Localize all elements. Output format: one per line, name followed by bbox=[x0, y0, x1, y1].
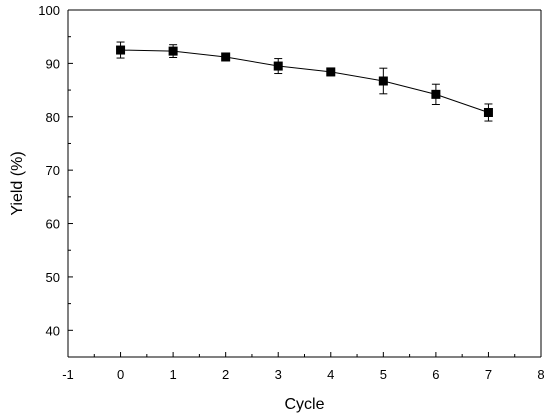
x-tick-label: 1 bbox=[169, 367, 176, 382]
data-point bbox=[168, 46, 178, 56]
x-tick-label: -1 bbox=[62, 367, 74, 382]
x-ticks: -1 0 1 2 3 4 5 6 7 8 bbox=[62, 352, 545, 382]
x-axis-title: Cycle bbox=[284, 396, 324, 413]
x-tick-label: 5 bbox=[380, 367, 387, 382]
y-tick-label: 90 bbox=[46, 56, 60, 71]
x-tick-label: 7 bbox=[485, 367, 492, 382]
x-tick-label: 8 bbox=[537, 367, 544, 382]
y-tick-label: 50 bbox=[46, 270, 60, 285]
y-tick-label: 80 bbox=[46, 110, 60, 125]
data-point bbox=[326, 67, 336, 77]
data-point bbox=[116, 45, 126, 55]
plot-area bbox=[116, 41, 493, 122]
x-tick-label: 4 bbox=[327, 367, 334, 382]
y-tick-label: 60 bbox=[46, 217, 60, 232]
y-ticks: 40 50 60 70 80 90 100 bbox=[38, 3, 73, 358]
data-point bbox=[273, 61, 283, 71]
y-axis-title: Yield (%) bbox=[9, 151, 26, 215]
x-tick-label: 2 bbox=[222, 367, 229, 382]
x-tick-label: 3 bbox=[275, 367, 282, 382]
axes bbox=[67, 9, 542, 358]
series-line bbox=[120, 49, 489, 113]
data-point bbox=[483, 107, 493, 117]
x-tick-label: 0 bbox=[117, 367, 124, 382]
y-tick-label: 100 bbox=[38, 3, 60, 18]
data-point bbox=[431, 89, 441, 99]
y-tick-label: 40 bbox=[46, 323, 60, 338]
data-point bbox=[378, 76, 388, 86]
x-tick-label: 6 bbox=[432, 367, 439, 382]
y-tick-label: 70 bbox=[46, 163, 60, 178]
data-point bbox=[221, 52, 231, 62]
